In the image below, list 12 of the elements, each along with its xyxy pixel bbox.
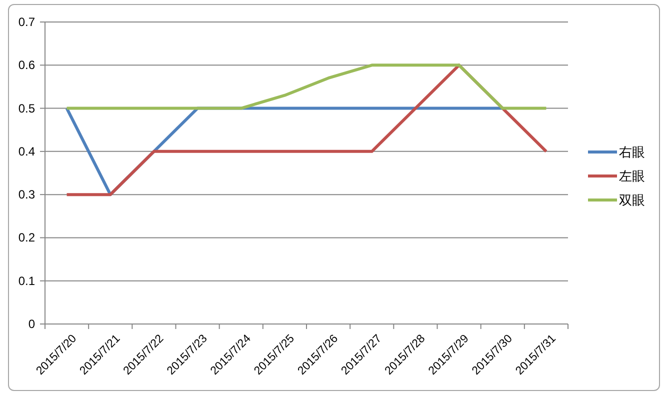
legend-label: 双眼: [619, 192, 645, 208]
y-tick-label: 0.5: [18, 101, 36, 116]
legend-label: 右眼: [619, 144, 645, 160]
y-tick-label: 0.7: [18, 15, 36, 29]
y-tick-label: 0.6: [18, 58, 36, 72]
y-tick-label: 0.4: [18, 144, 36, 158]
line-series: [65, 64, 548, 110]
y-tick-label: 0.2: [18, 230, 36, 245]
y-tick-label: 0.1: [18, 274, 36, 288]
legend-label: 左眼: [619, 168, 645, 184]
y-tick-label: 0: [28, 317, 36, 331]
y-tick-label: 0.3: [18, 188, 36, 202]
